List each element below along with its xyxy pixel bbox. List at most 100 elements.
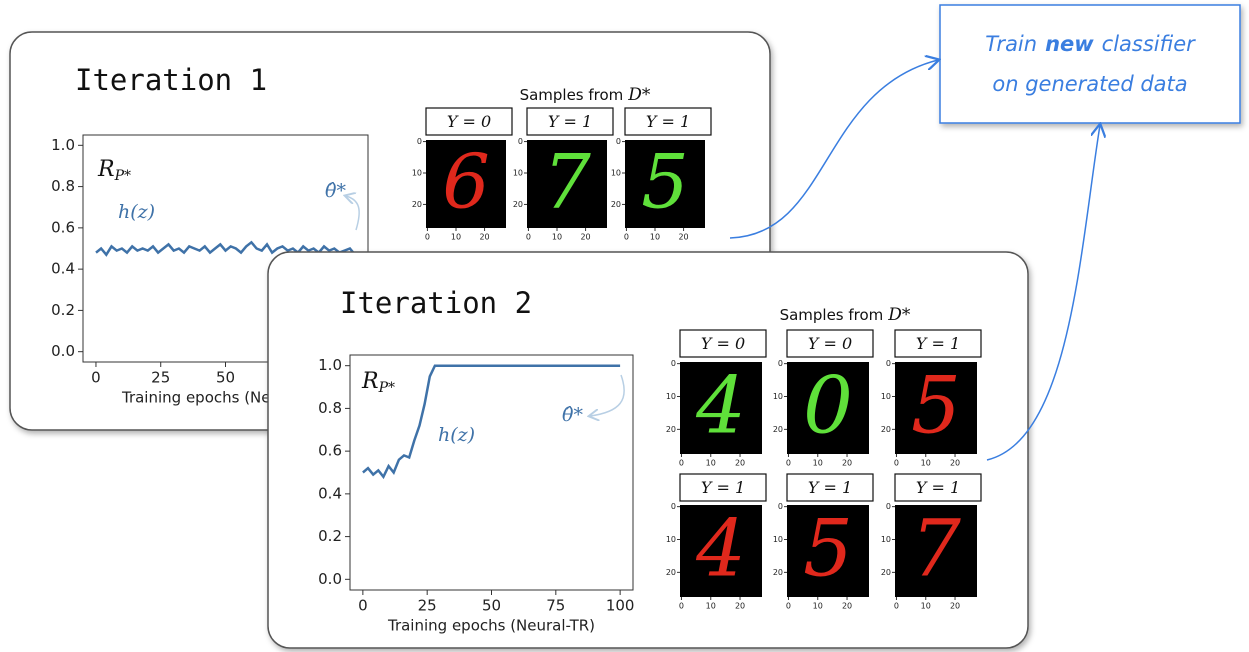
samples-title-text: Samples from [780,306,884,324]
sample-digit: 0 [803,361,853,452]
image-x-tick-label: 20 [842,602,852,611]
samples-title: Samples fromD* [520,85,651,105]
r-main: R [97,157,115,182]
image-y-tick-label: 0 [671,502,676,511]
image-x-tick-label: 10 [813,459,823,468]
image-y-tick-label: 20 [881,568,891,577]
sample-digit: 5 [641,138,689,225]
image-x-tick-label: 20 [842,459,852,468]
image-x-tick-label: 0 [526,233,531,242]
image-x-tick-label: 0 [894,459,899,468]
image-y-tick-label: 0 [886,359,891,368]
x-tick-label: 50 [482,597,501,615]
y-tick-label: 0.2 [51,301,75,319]
callout-word: Train [985,32,1037,56]
r-sub: P* [378,380,395,396]
callout-line2: on generated data [992,72,1187,96]
y-tick-label: 0.6 [318,442,342,460]
x-tick-label: 25 [418,597,437,615]
sample-digit: 7 [543,138,591,225]
image-y-tick-label: 0 [417,137,422,146]
callout-word: classifier [1102,32,1196,56]
y-tick-label: 0.0 [51,342,75,360]
image-y-tick-label: 10 [513,169,523,178]
sample-digit: 7 [911,504,961,595]
y-tick-label: 0.4 [51,260,75,278]
y-tick-label: 0.2 [318,527,342,545]
image-x-tick-label: 20 [678,233,688,242]
image-y-tick-label: 10 [881,535,891,544]
image-x-tick-label: 20 [950,602,960,611]
image-x-tick-label: 20 [735,459,745,468]
image-x-tick-label: 20 [479,233,489,242]
image-y-tick-label: 10 [666,392,676,401]
image-y-tick-label: 20 [666,425,676,434]
callout-word: new [1045,32,1094,56]
image-x-tick-label: 0 [894,602,899,611]
y-tick-label: 0.8 [51,177,75,195]
sample-label: Y = 1 [808,478,852,497]
image-y-tick-label: 10 [881,392,891,401]
image-x-tick-label: 10 [921,459,931,468]
image-x-tick-label: 0 [786,602,791,611]
panels: Iteration 10.00.20.40.60.81.00255075100T… [10,32,1028,648]
image-y-tick-label: 20 [666,568,676,577]
image-x-tick-label: 0 [425,233,430,242]
h-label: h(z) [118,201,155,223]
sample-label: Y = 1 [916,334,960,353]
image-y-tick-label: 10 [773,392,783,401]
y-tick-label: 1.0 [51,136,75,154]
sample-label: Y = 1 [701,478,745,497]
y-tick-label: 0.6 [51,218,75,236]
callout-box [940,5,1240,123]
image-y-tick-label: 20 [773,568,783,577]
h-label: h(z) [438,424,475,446]
theta-label: θ̂* [325,180,346,202]
callout-line1: Train new classifier [985,32,1196,56]
panel-title: Iteration 2 [340,286,532,320]
y-tick-label: 0.4 [318,484,342,502]
image-y-tick-label: 0 [778,359,783,368]
image-x-tick-label: 10 [921,602,931,611]
x-axis-label: Training epochs (Neural-TR) [387,617,595,635]
sample-label: Y = 0 [447,112,491,131]
sample-digit: 6 [442,138,490,225]
y-tick-label: 0.0 [318,570,342,588]
sample-digit: 5 [911,361,961,452]
samples-title-var: D* [627,85,651,105]
image-x-tick-label: 0 [786,459,791,468]
sample-label: Y = 0 [808,334,852,353]
sample-label: Y = 1 [548,112,592,131]
y-tick-label: 1.0 [318,356,342,374]
r-main: R [361,369,379,394]
theta-label: θ̂* [562,404,583,426]
samples-title-text: Samples from [520,86,624,104]
x-tick-label: 75 [546,597,565,615]
diagram: Train new classifier on generated data Ite… [0,0,1249,652]
sample-label: Y = 1 [646,112,690,131]
image-x-tick-label: 10 [706,459,716,468]
image-y-tick-label: 20 [881,425,891,434]
image-x-tick-label: 10 [813,602,823,611]
image-x-tick-label: 10 [552,233,562,242]
page: Train new classifier on generated data Ite… [0,0,1249,652]
y-tick-label: 0.8 [318,399,342,417]
x-tick-label: 0 [358,597,368,615]
panel-title: Iteration 1 [75,63,267,97]
image-x-tick-label: 20 [580,233,590,242]
image-y-tick-label: 10 [773,535,783,544]
x-tick-label: 25 [151,369,170,387]
sample-digit: 4 [695,504,746,595]
image-y-tick-label: 20 [773,425,783,434]
samples-title-var: D* [887,305,911,325]
x-tick-label: 0 [91,369,101,387]
image-y-tick-label: 0 [518,137,523,146]
image-y-tick-label: 20 [513,200,523,209]
sample-label: Y = 0 [701,334,745,353]
image-y-tick-label: 20 [412,200,422,209]
r-sub: P* [114,168,131,184]
image-y-tick-label: 0 [886,502,891,511]
image-y-tick-label: 20 [611,200,621,209]
image-x-tick-label: 10 [451,233,461,242]
